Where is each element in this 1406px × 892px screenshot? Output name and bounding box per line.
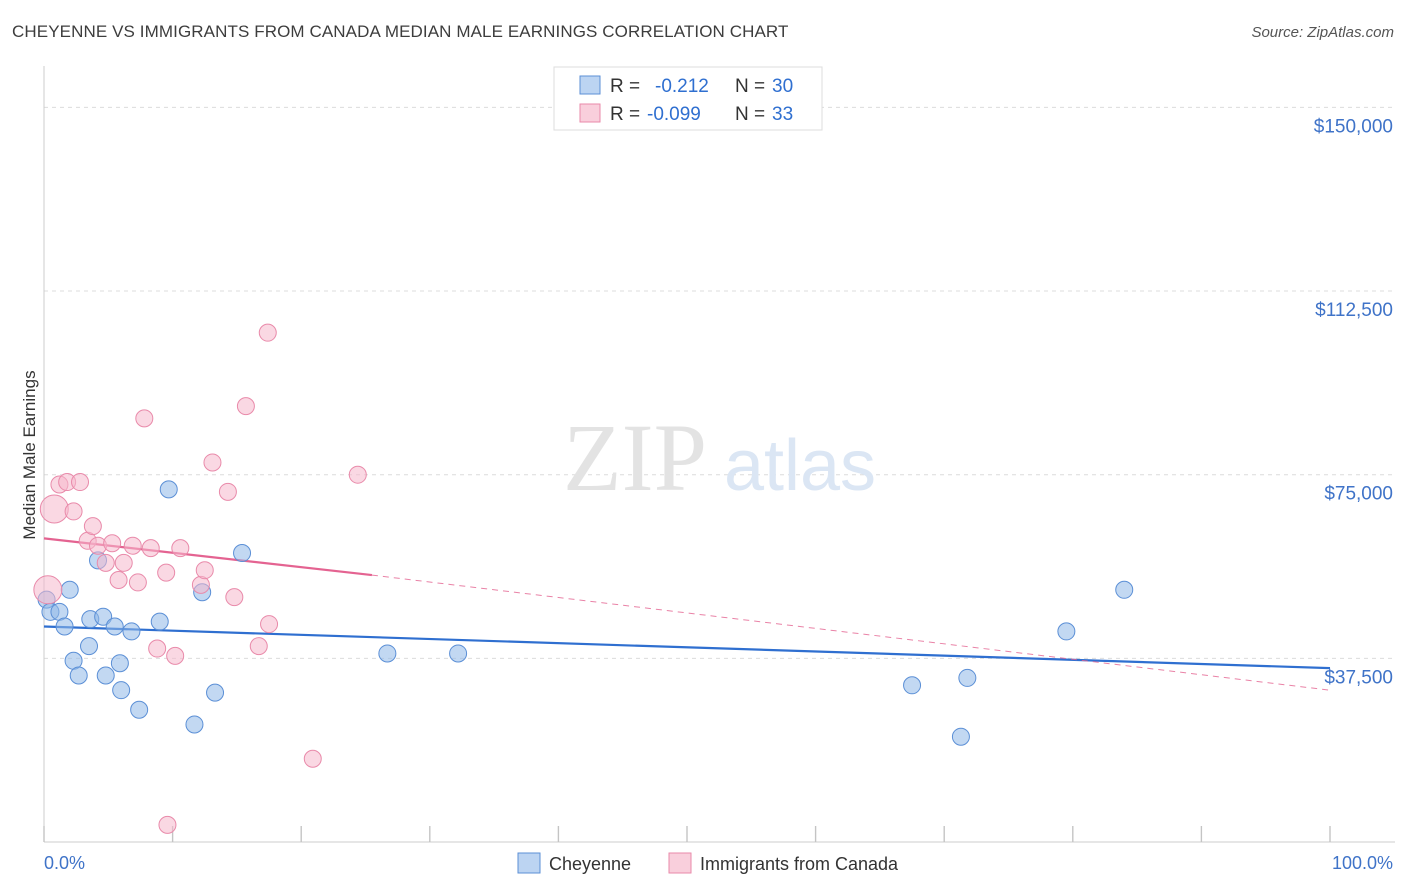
point-0-11[interactable] [96,666,115,685]
legend-n-value-2: 33 [772,104,793,125]
series-legend: Cheyenne Immigrants from Canada [517,852,899,874]
point-1-21[interactable] [171,539,190,558]
point-0-24[interactable] [449,644,468,663]
series-label-cheyenne[interactable]: Cheyenne [549,854,631,874]
point-0-27[interactable] [958,668,977,687]
point-0-22[interactable] [233,544,252,563]
point-0-28[interactable] [1057,622,1076,641]
point-1-7[interactable] [83,517,102,536]
legend-n-label-1: N = [735,76,765,97]
watermark: ZIP atlas [563,404,876,511]
point-0-21[interactable] [206,683,225,702]
y-tick-label-1: $75,000 [1324,484,1393,505]
point-0-15[interactable] [122,622,141,641]
point-1-27[interactable] [236,397,255,416]
series-swatch-canada[interactable] [668,852,692,874]
point-0-16[interactable] [130,700,149,719]
x-tick-labels: 0.0% 100.0% [44,853,1393,873]
point-1-30[interactable] [260,615,279,634]
point-1-24[interactable] [203,453,222,472]
legend-swatch-cheyenne [579,75,601,95]
legend-n-value-1: 30 [772,76,793,97]
point-1-20[interactable] [166,646,185,665]
point-1-13[interactable] [123,536,142,555]
legend-r-label-1: R = [610,76,640,97]
legend-r-value-2: -0.099 [647,104,701,125]
point-0-23[interactable] [378,644,397,663]
point-1-25[interactable] [218,482,237,501]
chart-title: CHEYENNE VS IMMIGRANTS FROM CANADA MEDIA… [12,22,789,41]
point-1-9[interactable] [96,553,115,572]
trend-lines [43,537,1331,691]
point-0-18[interactable] [159,480,178,499]
x-tick-label-0: 0.0% [44,853,85,873]
point-1-0[interactable] [33,575,63,605]
point-0-3[interactable] [55,617,74,636]
y-axis-title: Median Male Earnings [20,370,39,539]
series-swatch-cheyenne[interactable] [517,852,541,874]
watermark-zip: ZIP [563,404,707,511]
gridlines [44,106,1395,659]
point-1-10[interactable] [103,534,122,553]
point-1-28[interactable] [249,637,268,656]
correlation-legend: R = -0.212 N = 30 R = -0.099 N = 33 [553,66,823,131]
point-0-10[interactable] [94,607,113,626]
point-0-14[interactable] [112,681,131,700]
point-1-23[interactable] [195,561,214,580]
point-1-17[interactable] [148,639,167,658]
point-0-19[interactable] [185,715,204,734]
point-0-7[interactable] [80,637,99,656]
trend-ext-1 [371,574,1331,691]
point-1-1[interactable] [39,494,69,524]
point-1-14[interactable] [128,573,147,592]
point-1-29[interactable] [258,323,277,342]
point-1-16[interactable] [141,539,160,558]
axes [43,66,1395,843]
trend-line-0 [43,625,1331,670]
point-1-5[interactable] [71,473,90,492]
y-tick-label-0: $37,500 [1324,667,1393,688]
point-1-18[interactable] [157,563,176,582]
point-0-26[interactable] [951,727,970,746]
point-1-15[interactable] [135,409,154,428]
point-0-4[interactable] [60,580,79,599]
point-0-12[interactable] [105,617,124,636]
point-1-12[interactable] [114,553,133,572]
point-1-4[interactable] [64,502,83,521]
point-0-29[interactable] [1115,580,1134,599]
point-0-13[interactable] [110,654,129,673]
series-label-canada[interactable]: Immigrants from Canada [700,854,899,874]
point-0-17[interactable] [150,612,169,631]
x-tick-label-1: 100.0% [1332,853,1393,873]
watermark-atlas: atlas [724,426,876,506]
y-tick-label-3: $150,000 [1314,116,1393,137]
y-tick-label-2: $112,500 [1315,300,1393,321]
legend-swatch-canada [579,103,601,123]
point-1-19[interactable] [158,815,177,834]
source-credit: Source: ZipAtlas.com [1251,24,1394,41]
point-1-32[interactable] [348,465,367,484]
y-tick-labels: $37,500 $75,000 $112,500 $150,000 [1314,116,1393,688]
point-0-25[interactable] [903,676,922,695]
legend-n-label-2: N = [735,104,765,125]
data-points [33,323,1134,834]
legend-r-value-1: -0.212 [655,76,709,97]
legend-r-label-2: R = [610,104,640,125]
point-1-31[interactable] [303,749,322,768]
point-1-11[interactable] [109,570,128,589]
point-0-6[interactable] [69,666,88,685]
point-1-26[interactable] [225,588,244,607]
